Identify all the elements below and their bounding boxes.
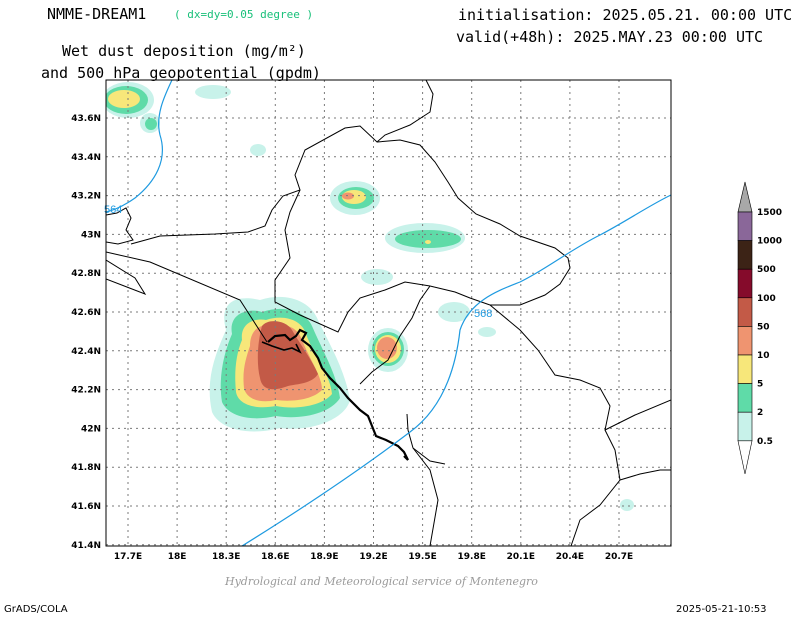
latitude-labels: 43.6N 43.4N 43.2N 43N 42.8N 42.6N 42.4N 42.2N 42… xyxy=(71,114,101,551)
render-timestamp: 2025-05-21-10:53 xyxy=(676,604,767,615)
lat-tick-label: 41.6N xyxy=(71,502,101,512)
legend-level-label: 50 xyxy=(757,322,770,332)
init-time: initialisation: 2025.05.21. 00:00 UTC xyxy=(458,6,793,24)
lat-tick-label: 42.4N xyxy=(71,347,101,357)
lat-tick-label: 43N xyxy=(81,230,101,240)
lon-tick-label: 17.7E xyxy=(114,552,142,562)
lat-tick-label: 43.2N xyxy=(71,192,101,202)
credit-text: Hydrological and Meteorological service … xyxy=(225,575,538,588)
lat-tick-label: 42.2N xyxy=(71,386,101,396)
legend-level-label: 500 xyxy=(757,265,776,275)
contour-label-568: 568 xyxy=(474,308,492,320)
legend-swatch xyxy=(737,211,753,241)
map-title-line2: and 500 hPa geopotential (gpdm) xyxy=(41,64,321,82)
software-label: GrADS/COLA xyxy=(4,604,68,615)
color-legend: 1500 1000 500 100 50 10 5 2 0.5 xyxy=(737,181,782,475)
montenegro-coastline xyxy=(267,328,409,461)
map-frame xyxy=(105,79,672,547)
lon-tick-label: 19.8E xyxy=(458,552,486,562)
lat-tick-label: 42N xyxy=(81,424,101,434)
legend-swatch xyxy=(737,411,753,442)
legend-swatch xyxy=(737,268,753,299)
lon-tick-label: 19.5E xyxy=(408,552,436,562)
lat-tick-label: 43.4N xyxy=(71,153,101,163)
legend-swatch xyxy=(737,326,753,356)
valid-time: valid(+48h): 2025.MAY.23 00:00 UTC xyxy=(456,28,764,46)
legend-level-label: 1500 xyxy=(757,208,782,218)
contour-label-564: 564 xyxy=(104,204,122,216)
lat-tick-label: 41.4N xyxy=(71,541,101,551)
legend-top-arrow xyxy=(737,181,753,213)
legend-level-label: 10 xyxy=(757,351,770,361)
legend-level-label: 0.5 xyxy=(757,437,773,447)
lon-tick-label: 20.7E xyxy=(605,552,633,562)
legend-level-label: 100 xyxy=(757,294,776,304)
lat-tick-label: 43.6N xyxy=(71,114,101,124)
country-borders xyxy=(106,80,671,546)
longitude-labels: 17.7E 18E 18.3E 18.6E 18.9E 19.2E 19.5E 19.8E 20… xyxy=(114,552,633,562)
legend-level-label: 2 xyxy=(757,408,763,418)
lat-tick-label: 42.8N xyxy=(71,269,101,279)
graticule xyxy=(106,80,671,546)
lon-tick-label: 20.1E xyxy=(507,552,535,562)
lon-tick-label: 19.2E xyxy=(359,552,387,562)
dust-patch-small-1 xyxy=(195,85,231,99)
lat-tick-label: 41.8N xyxy=(71,463,101,473)
legend-swatch xyxy=(737,354,753,384)
map-title-line1: Wet dust deposition (mg/m²) xyxy=(62,42,306,60)
geopotential-contours xyxy=(106,80,671,546)
contour-564 xyxy=(106,80,173,213)
legend-swatch xyxy=(737,297,753,327)
lat-tick-label: 42.6N xyxy=(71,308,101,318)
dust-field xyxy=(106,82,634,511)
lon-tick-label: 18.9E xyxy=(310,552,338,562)
legend-level-label: 5 xyxy=(757,380,763,390)
lon-tick-label: 20.4E xyxy=(556,552,584,562)
legend-swatch xyxy=(737,240,753,270)
contour-568 xyxy=(241,194,671,546)
resolution-note: ( dx=dy=0.05 degree ) xyxy=(174,8,314,21)
legend-swatch xyxy=(737,383,753,413)
lon-tick-label: 18.6E xyxy=(261,552,289,562)
lon-tick-label: 18.3E xyxy=(212,552,240,562)
lon-tick-label: 18E xyxy=(168,552,187,562)
model-name: NMME-DREAM1 xyxy=(47,5,147,23)
legend-bottom-arrow xyxy=(737,440,753,475)
legend-level-label: 1000 xyxy=(757,237,782,247)
